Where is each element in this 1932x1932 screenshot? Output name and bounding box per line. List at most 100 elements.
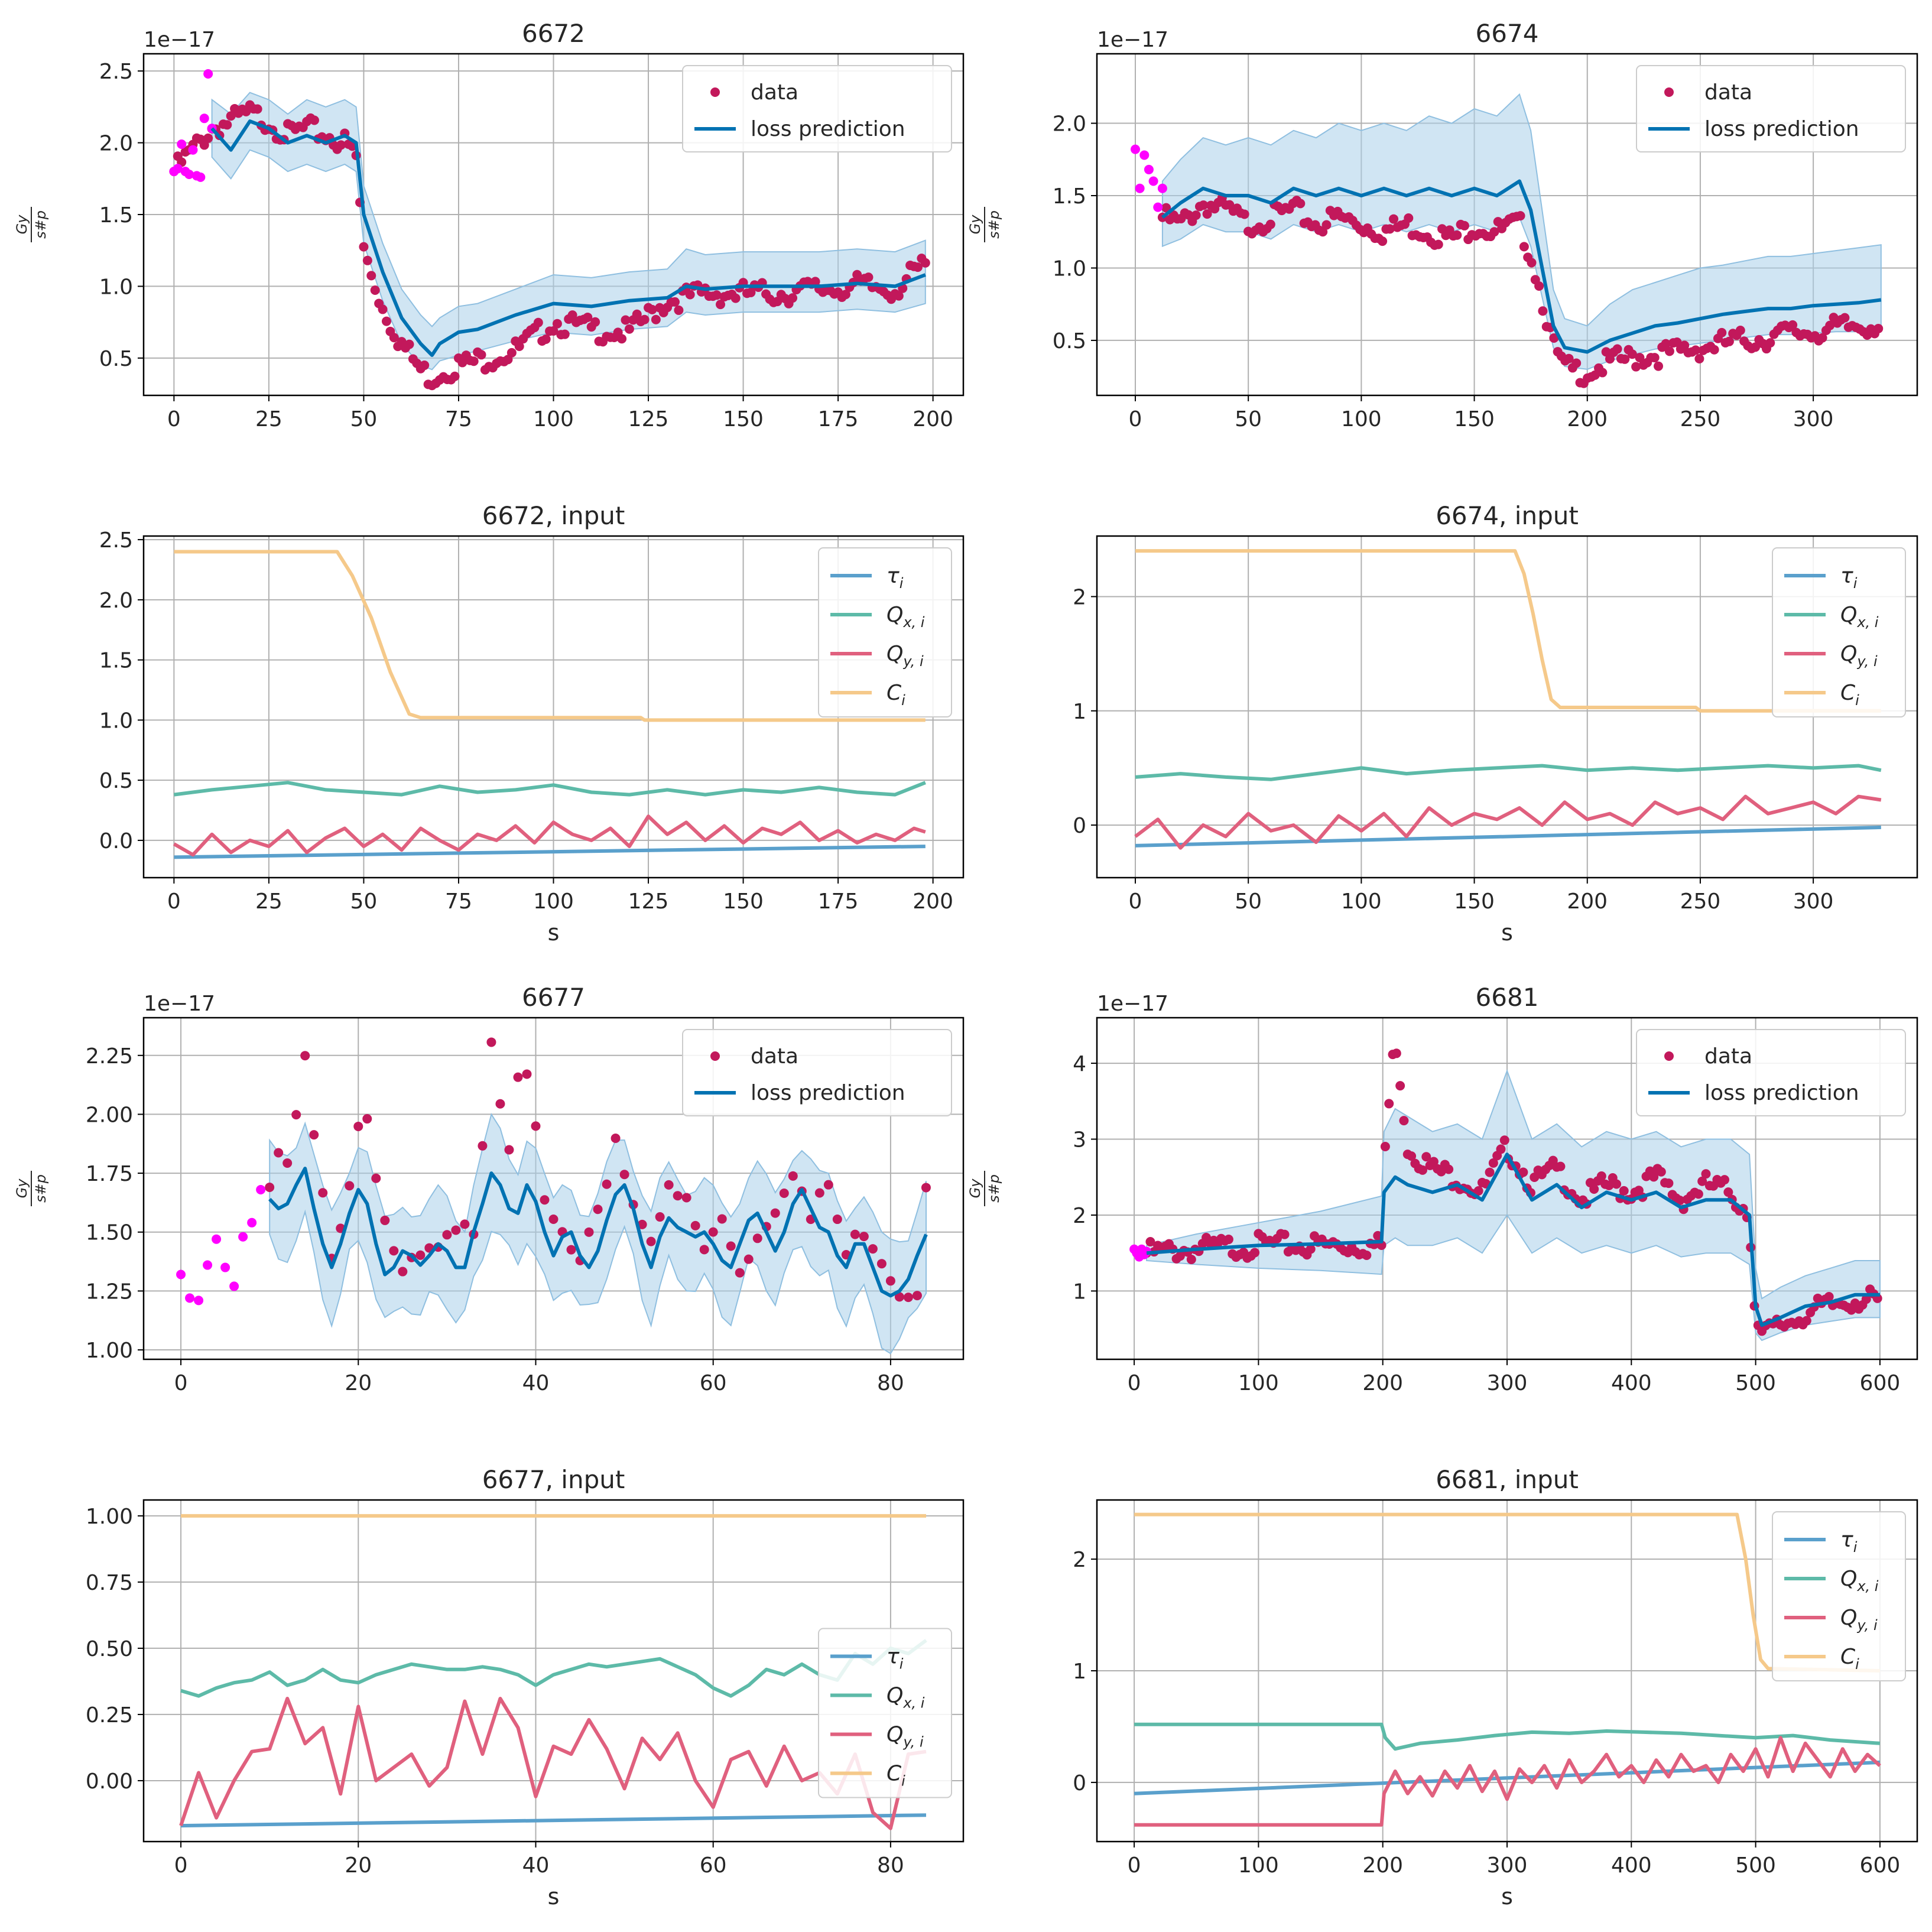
- chart-panel-p6681i: 0 100 200 300 400 500 600 0 1 2 6681, input s τi Qx, …: [1073, 1465, 1918, 1910]
- data-point: [1604, 1180, 1614, 1190]
- data-point: [1519, 242, 1529, 252]
- data-point: [772, 297, 782, 307]
- observed-point: [199, 113, 209, 124]
- data-point: [1788, 320, 1798, 330]
- series-line-Q_y,i: [173, 814, 926, 857]
- axes-frame: [1096, 53, 1918, 397]
- data-point: [1612, 344, 1622, 354]
- x-tick-label: 200: [913, 407, 953, 431]
- observed-point: [220, 1262, 230, 1272]
- offset-text: 1e−17: [144, 28, 215, 52]
- data-point: [1817, 333, 1827, 343]
- data-points: [1157, 193, 1884, 388]
- data-point: [380, 1215, 390, 1225]
- x-tick-label: 0: [174, 1371, 188, 1395]
- data-point: [670, 297, 680, 307]
- x-tick-label: 300: [1487, 1371, 1528, 1395]
- data-point: [1824, 1291, 1834, 1301]
- data-point: [469, 356, 479, 366]
- legend-box: [682, 65, 952, 152]
- data-point: [1723, 1187, 1733, 1197]
- y-tick-label: 2: [1073, 1548, 1086, 1572]
- observed-point: [1157, 183, 1167, 193]
- data-point: [624, 324, 634, 334]
- y-tick-label: 0.5: [1053, 329, 1086, 353]
- data-point: [611, 1133, 621, 1143]
- data-point: [1417, 1165, 1427, 1175]
- data-point: [1825, 320, 1835, 330]
- legend-label: data: [1704, 1044, 1752, 1069]
- data-point: [690, 1220, 700, 1230]
- data-point: [566, 1245, 576, 1255]
- y-tick-label: 1.0: [1053, 256, 1086, 281]
- data-point: [552, 319, 562, 329]
- data-point: [788, 1171, 798, 1181]
- data-point: [309, 115, 319, 125]
- x-tick-label: 200: [1362, 1853, 1403, 1878]
- data-point: [1635, 353, 1645, 363]
- data-point: [1444, 1164, 1454, 1174]
- y-tick-label: 2.5: [99, 60, 133, 84]
- data-point: [823, 1180, 833, 1190]
- observed-point: [188, 145, 198, 155]
- x-tick-label: 100: [533, 889, 574, 914]
- y-tick-label: 2.0: [99, 589, 133, 613]
- data-point: [673, 1191, 683, 1201]
- data-point: [567, 310, 577, 320]
- y-axis-label: Gy s#p: [967, 207, 1002, 242]
- chart-title: 6672, input: [482, 501, 625, 530]
- data-point: [1601, 347, 1611, 357]
- data-point: [1549, 333, 1559, 343]
- axes-frame: [142, 1017, 965, 1360]
- data-point: [1515, 211, 1525, 221]
- data-point: [850, 1229, 860, 1239]
- y-tick-label: 2.0: [1053, 112, 1086, 137]
- x-tick-label: 40: [522, 1853, 550, 1878]
- x-tick-label: 25: [255, 889, 283, 914]
- data-point: [832, 1215, 842, 1225]
- data-point: [1384, 1099, 1394, 1109]
- y-tick-label: 0: [1073, 814, 1086, 838]
- data-point: [415, 1250, 426, 1260]
- series-line-tau_i: [1135, 825, 1881, 848]
- data-point: [1735, 325, 1745, 335]
- x-tick-label: 80: [877, 1371, 904, 1395]
- data-point: [1459, 220, 1469, 230]
- observed-point: [196, 172, 206, 182]
- x-tick-label: 200: [1362, 1371, 1403, 1395]
- y-tick-label: 2: [1073, 1204, 1086, 1228]
- y-axis-label-numerator: Gy: [967, 215, 983, 235]
- legend-box: [682, 1029, 952, 1116]
- y-tick-label: 1.5: [99, 203, 133, 228]
- y-tick-label: 1.0: [99, 709, 133, 733]
- legend: data loss prediction: [1636, 1029, 1906, 1116]
- x-tick-label: 300: [1793, 889, 1834, 914]
- x-tick-label: 60: [700, 1371, 727, 1395]
- data-point: [203, 133, 213, 143]
- chart-panel-p6677: 0 20 40 60 80 1.00 1.25 1.50 1.75 2.00 2.25 6677 1e−…: [14, 983, 965, 1395]
- data-point: [1801, 1316, 1811, 1326]
- data-point: [370, 285, 380, 296]
- data-point: [1428, 1157, 1439, 1167]
- legend-label: Ci: [1840, 681, 1859, 709]
- data-point: [1527, 258, 1537, 268]
- chart-title: 6674: [1476, 19, 1539, 48]
- x-tick-label: 80: [877, 1853, 904, 1878]
- legend-label: Qx, i: [887, 603, 925, 631]
- legend: τi Qx, i Qy, i Ci: [1772, 1511, 1906, 1681]
- y-axis-label-numerator: Gy: [14, 215, 30, 235]
- series-line-C_i: [174, 550, 926, 722]
- x-tick-label: 0: [1128, 1371, 1141, 1395]
- chart-panel-p6674i: 0 50 100 150 200 250 300 0 1 2 6674, input s τi Qx, i…: [1073, 501, 1918, 946]
- data-point: [617, 334, 627, 344]
- data-point: [770, 1208, 780, 1218]
- data-point: [593, 1204, 603, 1215]
- data-points: [265, 1037, 931, 1303]
- data-point: [1589, 1184, 1599, 1194]
- legend-label: loss prediction: [751, 1081, 905, 1105]
- legend-box: [818, 1628, 952, 1798]
- observed-point: [1131, 144, 1141, 154]
- data-point: [1223, 1235, 1233, 1245]
- data-point: [1239, 209, 1249, 219]
